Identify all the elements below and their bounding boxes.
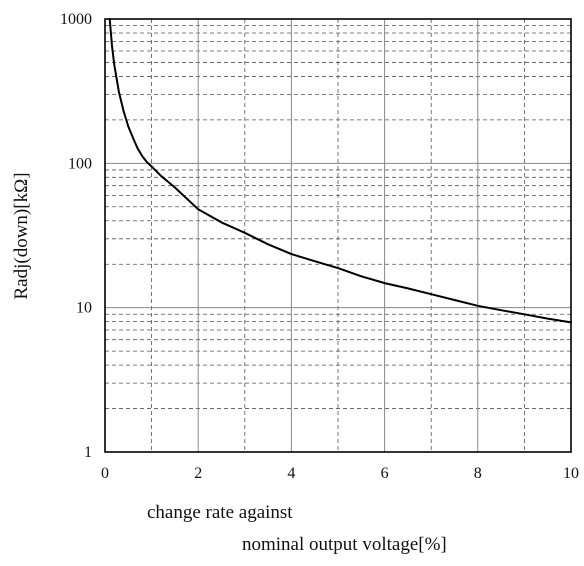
grid-layer: [104, 18, 572, 453]
axis-label-layer: change rate against nominal output volta…: [11, 172, 447, 555]
frame-layer: [104, 18, 572, 453]
x-tick-label: 0: [101, 465, 109, 482]
plot-frame: [104, 18, 572, 453]
x-tick-label: 10: [563, 465, 579, 482]
y-tick-label: 1: [84, 444, 92, 461]
x-axis-label-line1: change rate against: [147, 502, 293, 523]
y-axis-label: Radj(down)[kΩ]: [11, 172, 32, 299]
data-curve: [108, 18, 572, 324]
y-tick-label: 100: [68, 155, 92, 172]
x-tick-label: 4: [287, 465, 295, 482]
tick-label-layer: 0 2 4 6 8 10 1 10 100 1000: [60, 11, 579, 482]
series-layer: [108, 18, 572, 324]
x-tick-label: 8: [474, 465, 482, 482]
x-tick-label: 2: [194, 465, 202, 482]
x-tick-label: 6: [381, 465, 389, 482]
y-tick-label: 1000: [60, 11, 92, 28]
x-axis-label-line2: nominal output voltage[%]: [242, 534, 447, 555]
y-tick-label: 10: [76, 300, 92, 317]
